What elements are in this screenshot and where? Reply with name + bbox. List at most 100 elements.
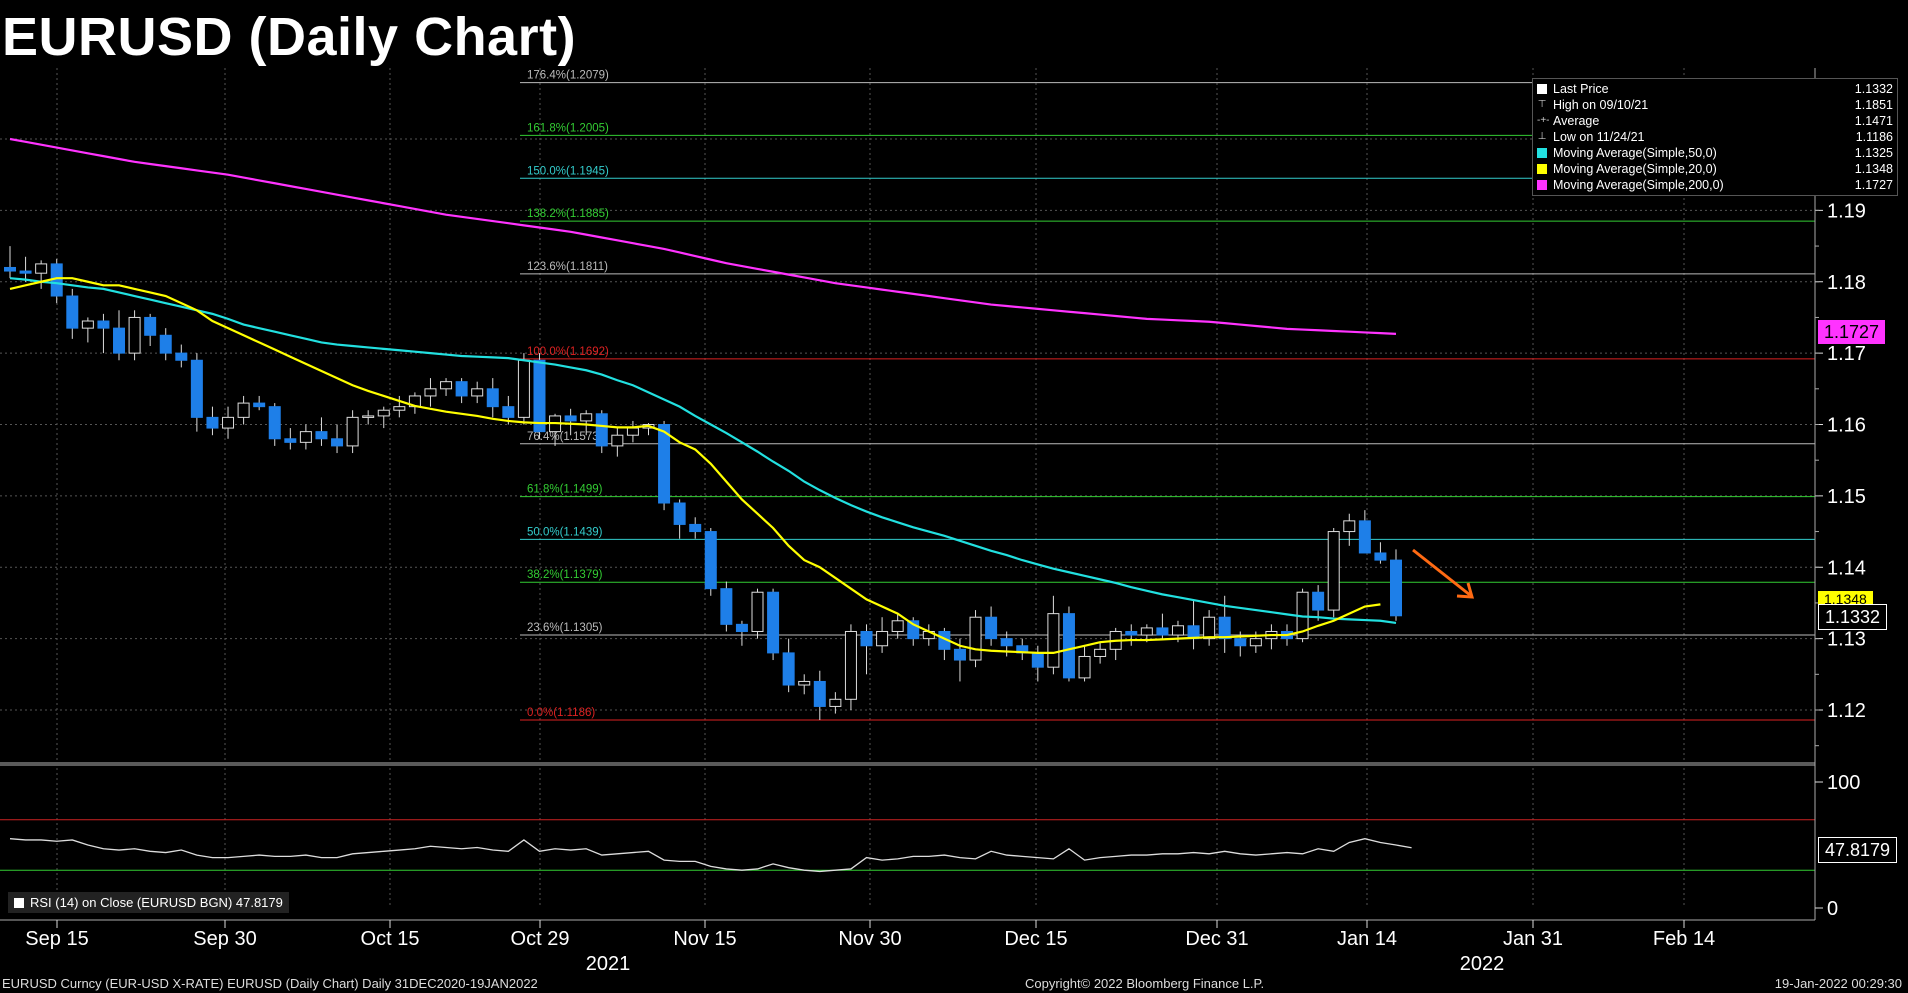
- x-tick-label: Jan 14: [1337, 928, 1397, 950]
- candle-body: [953, 648, 966, 661]
- ma200-price-tag: 1.1727: [1818, 320, 1886, 344]
- footer-ticker-info: EURUSD Curncy (EUR-USD X-RATE) EURUSD (D…: [2, 976, 538, 991]
- candle-body: [1343, 520, 1356, 533]
- fib-label: 176.4%(1.2079): [527, 70, 609, 82]
- candle-body: [580, 413, 593, 422]
- candle-body: [471, 388, 484, 397]
- candle-body: [704, 531, 717, 590]
- axes: 1.121.131.141.151.161.171.181.191.200100…: [0, 68, 1866, 975]
- legend-value: 1.1851: [1854, 98, 1893, 112]
- fib-label: 61.8%(1.1499): [527, 484, 603, 496]
- candle-body: [424, 388, 437, 397]
- x-tick-label: Oct 15: [361, 928, 420, 950]
- legend-value: 1.1727: [1854, 178, 1893, 192]
- candle-body: [377, 409, 390, 417]
- candle-body: [626, 427, 639, 436]
- candles: [4, 246, 1402, 720]
- candle-body: [985, 616, 998, 640]
- candle-body: [813, 680, 826, 707]
- ma20-price-tag-text: 1.1348: [1824, 591, 1867, 605]
- legend-value: 1.1471: [1854, 114, 1893, 128]
- y-tick-label: 1.19: [1827, 200, 1866, 222]
- x-year-label: 2022: [1460, 953, 1505, 975]
- ma20-price-tag: 1.1348: [1818, 591, 1873, 605]
- candle-body: [35, 263, 48, 274]
- candle-body: [190, 359, 203, 418]
- ma50-line: [9, 277, 1397, 625]
- legend-label: Average: [1553, 114, 1600, 128]
- x-tick-label: Nov 15: [673, 928, 736, 950]
- candle-body: [159, 334, 172, 354]
- y-tick-label: 1.16: [1827, 415, 1866, 437]
- candle-body: [222, 416, 235, 429]
- fib-label: 0.0%(1.1186): [527, 707, 595, 719]
- candle-body: [969, 616, 982, 661]
- rsi-swatch: [14, 897, 24, 908]
- candle-body: [253, 402, 266, 408]
- candle-body: [1094, 648, 1107, 657]
- candle-body: [237, 402, 250, 418]
- fib-label: 150.0%(1.1945): [527, 165, 609, 177]
- legend-row: -+- Average 1.1471: [1537, 113, 1893, 129]
- candle-body: [1312, 591, 1325, 611]
- rsi-panel: [0, 762, 1815, 873]
- candle-body: [66, 295, 79, 329]
- legend-glyph-icon: -+-: [1537, 115, 1550, 126]
- candle-body: [19, 270, 32, 274]
- x-tick-label: Dec 15: [1004, 928, 1067, 950]
- candle-body: [1249, 638, 1262, 647]
- candle-body: [1125, 630, 1138, 636]
- candle-body: [798, 680, 811, 686]
- candle-body: [97, 320, 110, 329]
- candle-body: [128, 316, 141, 354]
- fib-label: 76.4%(1.1573): [527, 431, 603, 443]
- rsi-label: RSI (14) on Close (EURUSD BGN) 47.8179: [8, 892, 289, 913]
- ma20-line: [9, 277, 1381, 655]
- y-tick-label: 1.15: [1827, 486, 1866, 508]
- candle-body: [1078, 655, 1091, 679]
- candle-body: [206, 416, 219, 429]
- fib-label: 38.2%(1.1379): [527, 569, 603, 581]
- candle-body: [1327, 531, 1340, 611]
- legend-label: Low on 11/24/21: [1553, 130, 1645, 144]
- candle-body: [346, 416, 359, 447]
- y-tick-label: 1.12: [1827, 700, 1866, 722]
- candle-body: [81, 320, 94, 329]
- candle-body: [1156, 627, 1169, 636]
- candle-body: [891, 620, 904, 632]
- footer-timestamp: 19-Jan-2022 00:29:30: [1774, 976, 1902, 991]
- legend-label: Moving Average(Simple,50,0): [1553, 146, 1717, 160]
- candle-body: [502, 406, 515, 418]
- fibonacci-levels: 176.4%(1.2079) 161.8%(1.2005) 150.0%(1.194…: [520, 70, 1815, 721]
- x-tick-label: Sep 30: [193, 928, 256, 950]
- candle-body: [564, 415, 577, 422]
- down-arrow-icon: [1412, 548, 1475, 599]
- y-tick-label: 1.17: [1827, 343, 1866, 365]
- last-price-tag: 1.1332: [1818, 604, 1888, 630]
- y-tick-label: 1.14: [1827, 557, 1866, 579]
- candle-body: [1358, 520, 1371, 554]
- legend-swatch: [1537, 84, 1547, 94]
- fib-label: 138.2%(1.1885): [527, 208, 609, 220]
- grid-lines: [0, 68, 1815, 908]
- candle-body: [175, 352, 188, 361]
- candle-body: [486, 388, 499, 408]
- y-tick-label: 1.18: [1827, 272, 1866, 294]
- candle-body: [331, 438, 344, 447]
- fib-label: 123.6%(1.1811): [527, 261, 608, 273]
- candle-body: [144, 316, 157, 336]
- moving-averages: [9, 137, 1397, 655]
- candle-body: [268, 406, 281, 440]
- candle-body: [907, 620, 920, 640]
- candle-body: [876, 630, 889, 647]
- rsi-label-text: RSI (14) on Close (EURUSD BGN) 47.8179: [30, 895, 283, 910]
- candle-body: [1234, 638, 1247, 647]
- candle-body: [517, 359, 530, 418]
- legend-swatch: [1537, 180, 1547, 190]
- rsi-tick-label: 0: [1827, 898, 1838, 920]
- candle-body: [4, 266, 16, 272]
- candle-body: [844, 630, 857, 700]
- candle-body: [440, 381, 453, 390]
- candle-body: [751, 591, 764, 632]
